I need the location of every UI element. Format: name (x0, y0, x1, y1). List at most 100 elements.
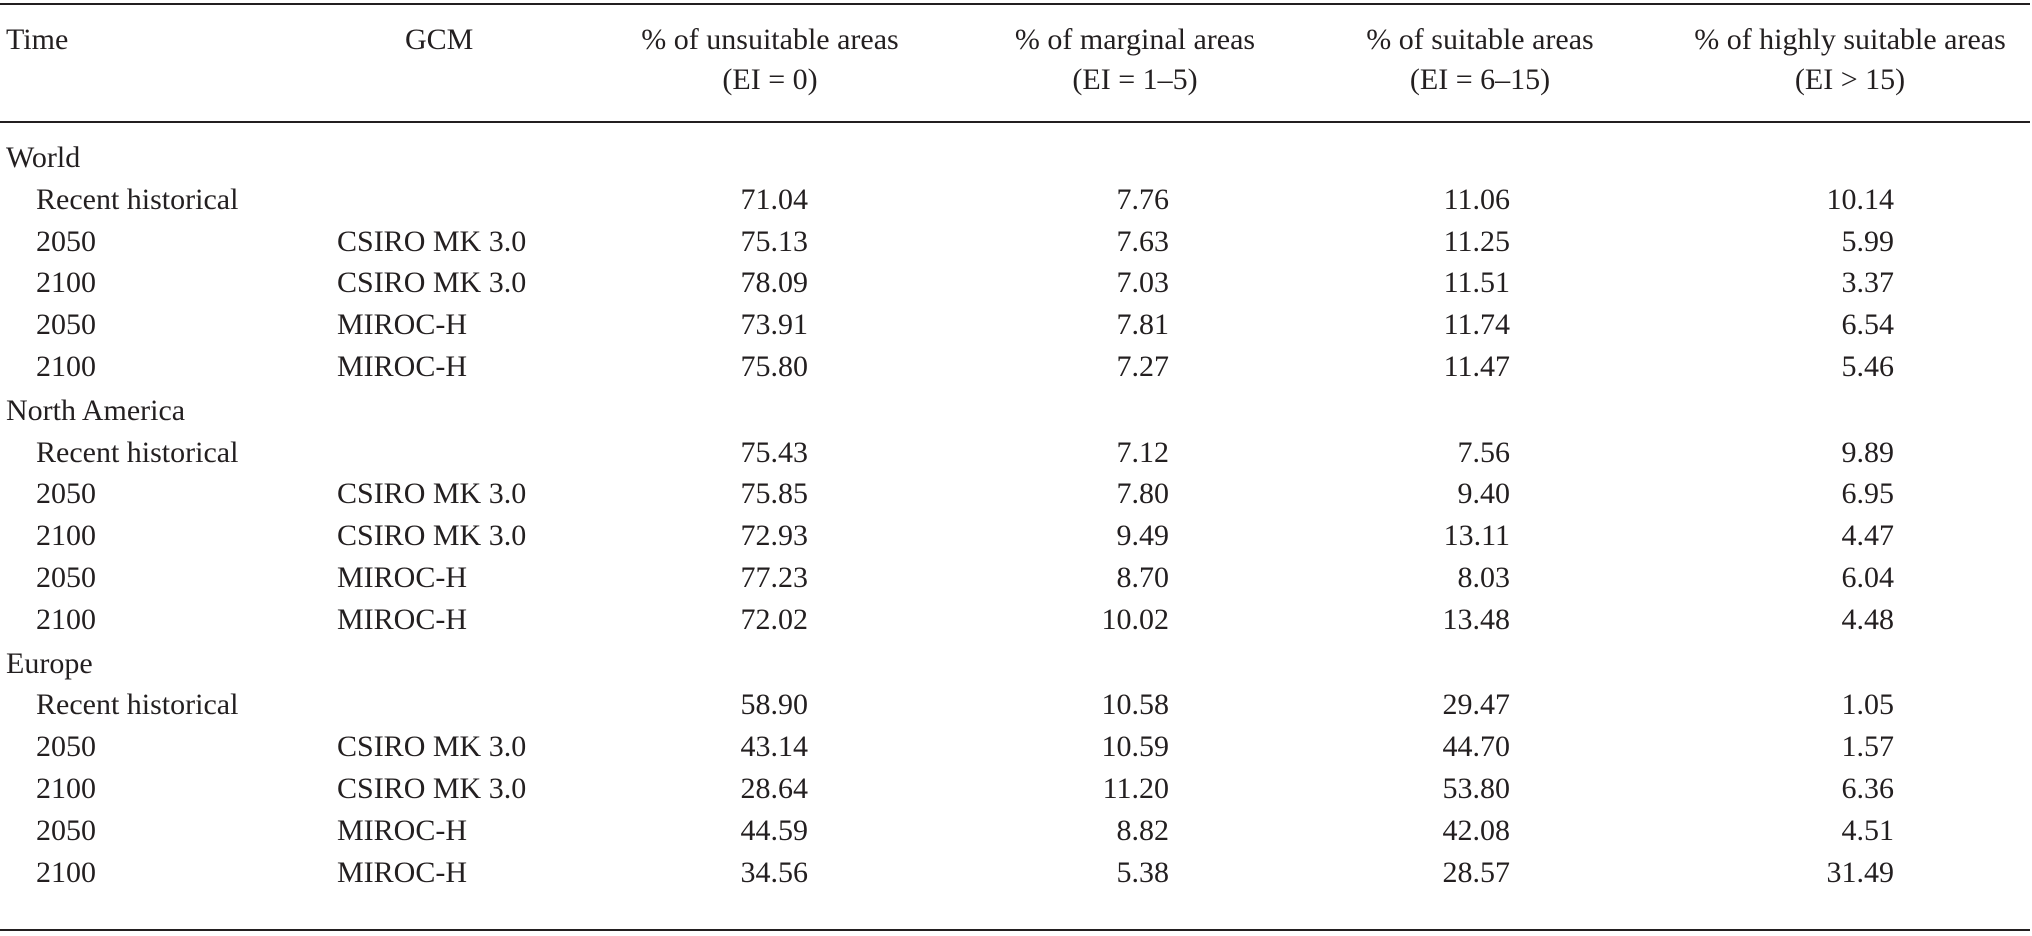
header-marginal-line1: % of marginal areas (1014, 23, 1256, 56)
cell-suitable: 8.03 (1457, 561, 1511, 594)
header-time: Time (6, 23, 69, 56)
cell-unsuitable: 78.09 (740, 266, 809, 299)
cell-time: 2050 (36, 308, 96, 341)
cell-marginal: 7.76 (1116, 183, 1170, 216)
cell-marginal: 8.82 (1116, 814, 1170, 847)
header-unsuitable: % of unsuitable areas (EI = 0) (595, 20, 945, 100)
cell-highly-suitable: 5.46 (1841, 350, 1895, 383)
header-unsuitable-line1: % of unsuitable areas (641, 23, 899, 56)
cell-highly-suitable: 6.36 (1841, 772, 1895, 805)
cell-marginal: 7.81 (1116, 308, 1170, 341)
cell-unsuitable: 43.14 (740, 730, 809, 763)
cell-suitable: 9.40 (1457, 477, 1511, 510)
header-unsuitable-line2: (EI = 0) (722, 63, 818, 96)
cell-highly-suitable: 9.89 (1841, 436, 1895, 469)
cell-highly-suitable: 5.99 (1841, 225, 1895, 258)
cell-marginal: 7.63 (1116, 225, 1170, 258)
cell-suitable: 11.06 (1443, 183, 1510, 216)
cell-marginal: 8.70 (1116, 561, 1170, 594)
cell-unsuitable: 71.04 (740, 183, 809, 216)
cell-unsuitable: 58.90 (740, 688, 809, 721)
cell-suitable: 42.08 (1442, 814, 1511, 847)
cell-unsuitable: 34.56 (740, 856, 809, 889)
cell-highly-suitable: 31.49 (1826, 856, 1895, 889)
bottom-rule (0, 929, 2030, 931)
cell-highly-suitable: 6.95 (1841, 477, 1895, 510)
cell-highly-suitable: 4.51 (1841, 814, 1895, 847)
cell-time: 2050 (36, 225, 96, 258)
cell-highly-suitable: 10.14 (1826, 183, 1895, 216)
region-heading: World (6, 141, 81, 174)
cell-time: Recent historical (36, 688, 239, 721)
cell-time: 2100 (36, 519, 96, 552)
cell-highly-suitable: 6.04 (1841, 561, 1895, 594)
cell-gcm: CSIRO MK 3.0 (337, 730, 527, 763)
cell-gcm: CSIRO MK 3.0 (337, 225, 527, 258)
cell-marginal: 10.59 (1101, 730, 1170, 763)
cell-marginal: 10.58 (1101, 688, 1170, 721)
cell-highly-suitable: 1.05 (1841, 688, 1895, 721)
cell-suitable: 13.48 (1442, 603, 1511, 636)
header-highly-line2: (EI > 15) (1794, 63, 1906, 96)
header-suitable: % of suitable areas (EI = 6–15) (1320, 20, 1640, 100)
cell-unsuitable: 75.80 (740, 350, 809, 383)
header-gcm: GCM (405, 23, 474, 56)
cell-unsuitable: 28.64 (740, 772, 809, 805)
region-heading: Europe (6, 647, 93, 680)
cell-unsuitable: 44.59 (740, 814, 809, 847)
cell-gcm: MIROC-H (337, 561, 468, 594)
cell-marginal: 5.38 (1116, 856, 1170, 889)
cell-time: 2050 (36, 477, 96, 510)
cell-time: Recent historical (36, 183, 239, 216)
cell-highly-suitable: 4.47 (1841, 519, 1895, 552)
cell-suitable: 44.70 (1442, 730, 1511, 763)
cell-highly-suitable: 4.48 (1841, 603, 1895, 636)
cell-suitable: 28.57 (1442, 856, 1511, 889)
cell-time: 2050 (36, 814, 96, 847)
cell-gcm: CSIRO MK 3.0 (337, 266, 527, 299)
cell-time: 2050 (36, 730, 96, 763)
cell-highly-suitable: 1.57 (1841, 730, 1895, 763)
cell-marginal: 9.49 (1116, 519, 1170, 552)
cell-unsuitable: 72.93 (740, 519, 809, 552)
cell-suitable: 11.51 (1443, 266, 1510, 299)
cell-unsuitable: 72.02 (740, 603, 809, 636)
header-suitable-line2: (EI = 6–15) (1409, 63, 1551, 96)
cell-suitable: 7.56 (1457, 436, 1511, 469)
cell-time: Recent historical (36, 436, 239, 469)
cell-time: 2050 (36, 561, 96, 594)
header-suitable-line1: % of suitable areas (1366, 23, 1594, 56)
cell-gcm: MIROC-H (337, 814, 468, 847)
cell-suitable: 53.80 (1442, 772, 1511, 805)
header-marginal-line2: (EI = 1–5) (1072, 63, 1198, 96)
cell-time: 2100 (36, 603, 96, 636)
cell-unsuitable: 75.85 (740, 477, 809, 510)
cell-time: 2100 (36, 772, 96, 805)
header-highly-suitable: % of highly suitable areas (EI > 15) (1670, 20, 2030, 100)
cell-gcm: MIROC-H (337, 856, 468, 889)
cell-gcm: CSIRO MK 3.0 (337, 772, 527, 805)
cell-marginal: 11.20 (1102, 772, 1169, 805)
cell-marginal: 7.12 (1116, 436, 1170, 469)
cell-suitable: 29.47 (1442, 688, 1511, 721)
cell-gcm: CSIRO MK 3.0 (337, 519, 527, 552)
cell-marginal: 10.02 (1101, 603, 1170, 636)
cell-time: 2100 (36, 350, 96, 383)
cell-marginal: 7.03 (1116, 266, 1170, 299)
cell-gcm: CSIRO MK 3.0 (337, 477, 527, 510)
top-rule (0, 3, 2030, 5)
cell-gcm: MIROC-H (337, 603, 468, 636)
cell-suitable: 11.25 (1443, 225, 1510, 258)
cell-unsuitable: 77.23 (740, 561, 809, 594)
cell-marginal: 7.27 (1116, 350, 1170, 383)
cell-time: 2100 (36, 856, 96, 889)
cell-unsuitable: 73.91 (740, 308, 809, 341)
header-highly-line1: % of highly suitable areas (1694, 23, 2006, 56)
header-marginal: % of marginal areas (EI = 1–5) (975, 20, 1295, 100)
cell-unsuitable: 75.13 (740, 225, 809, 258)
cell-time: 2100 (36, 266, 96, 299)
cell-gcm: MIROC-H (337, 308, 468, 341)
cell-highly-suitable: 3.37 (1841, 266, 1895, 299)
cell-gcm: MIROC-H (337, 350, 468, 383)
